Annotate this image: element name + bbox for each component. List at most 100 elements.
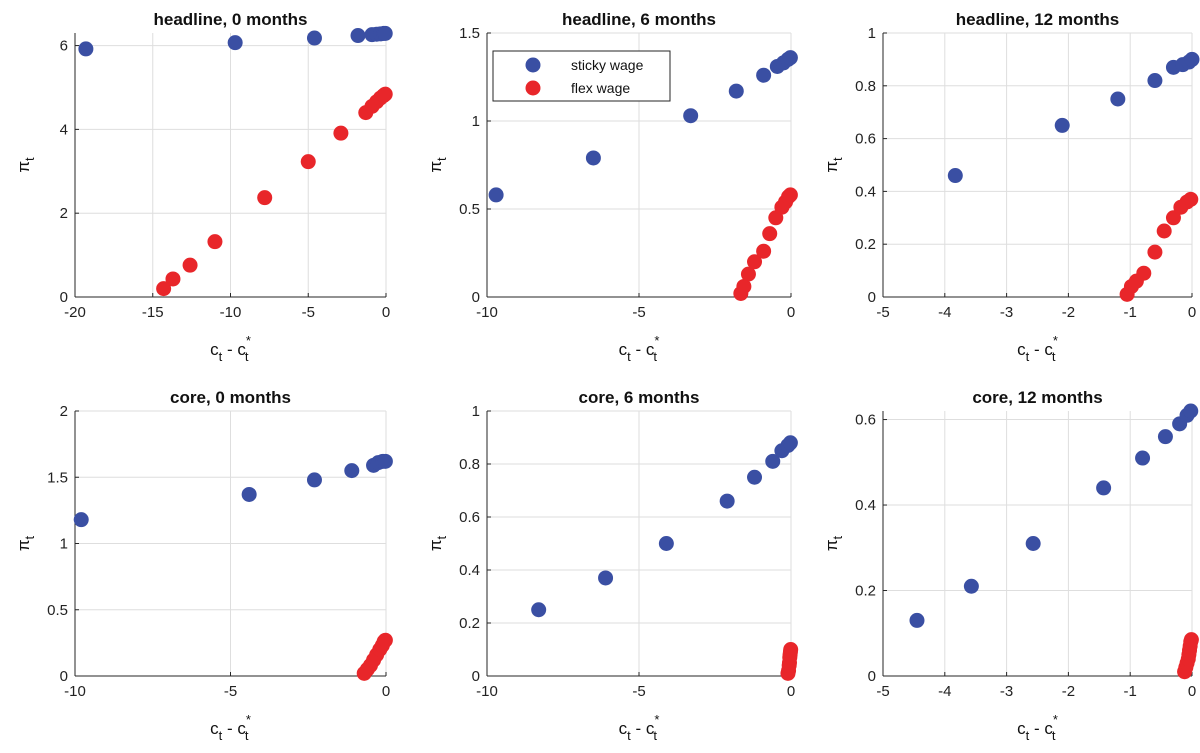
x-tick-label: 0 (1188, 683, 1196, 700)
data-point (73, 512, 89, 528)
y-tick-label: 1 (472, 403, 480, 420)
x-tick-label: 0 (382, 683, 390, 700)
series-sticky-wage (73, 453, 393, 528)
y-tick-label: 0.8 (459, 456, 480, 473)
series-sticky-wage (78, 25, 393, 57)
y-tick-label: 0 (472, 668, 480, 685)
data-point (782, 187, 798, 203)
data-point (377, 453, 393, 469)
data-point (1183, 632, 1199, 648)
legend-label: sticky wage (571, 57, 644, 73)
x-tick-label: -5 (224, 683, 237, 700)
data-point (531, 602, 547, 618)
series-sticky-wage (531, 435, 798, 618)
chart-panel-4: -10 -5 0 0 0.5 1 1.5 2 core, 0 months ct - c* t πt (14, 388, 393, 743)
x-tick-label: -10 (220, 304, 242, 321)
x-tick-label: -2 (1062, 683, 1075, 700)
x-tick-label: -5 (632, 683, 645, 700)
data-point (1096, 480, 1112, 496)
y-tick-label: 0.2 (459, 615, 480, 632)
y-tick-label: 1.5 (459, 25, 480, 42)
x-tick-label: -2 (1062, 304, 1075, 321)
series-flex-wage (733, 187, 798, 301)
data-point (300, 154, 316, 170)
y-tick-label: 0.4 (855, 183, 876, 200)
data-point (1135, 450, 1151, 466)
y-axis-label: πt (426, 157, 449, 173)
x-tick-label: -3 (1000, 304, 1013, 321)
plot-area (883, 33, 1192, 297)
y-tick-label: 0.5 (47, 602, 68, 619)
y-tick-label: 0 (868, 289, 876, 306)
data-point (747, 254, 763, 270)
y-tick-label: 6 (60, 38, 68, 55)
data-point (947, 168, 963, 184)
data-point (306, 30, 322, 46)
legend-label: flex wage (571, 80, 630, 96)
x-tick-label: -1 (1124, 683, 1137, 700)
panel-title: core, 0 months (170, 388, 291, 407)
data-point (488, 187, 504, 203)
data-point (909, 612, 925, 628)
data-point (1025, 536, 1041, 551)
y-tick-label: 0.4 (459, 562, 480, 579)
data-point (1110, 91, 1126, 107)
y-axis-label: πt (426, 535, 449, 551)
data-point (783, 642, 799, 657)
x-tick-label: -10 (476, 304, 498, 321)
y-tick-label: 0 (60, 668, 68, 685)
x-axis-label: ct - c* t (619, 333, 660, 364)
series-flex-wage (1177, 632, 1199, 680)
data-point (1157, 429, 1173, 445)
data-point (182, 257, 198, 273)
data-point (782, 50, 798, 66)
data-point (165, 271, 181, 287)
series-flex-wage (356, 632, 393, 681)
x-tick-label: -10 (476, 683, 498, 700)
data-point (585, 150, 601, 166)
x-tick-label: -1 (1124, 304, 1137, 321)
x-axis-label: ct - c* t (1017, 712, 1058, 743)
chart-panel-3: -5 -4 -3 -2 -1 0 0 0.2 0.4 0.6 0.8 1 headline, 12 mo… (822, 10, 1200, 364)
series-sticky-wage (947, 51, 1200, 184)
y-axis-label: πt (822, 157, 845, 173)
y-tick-label: 0.2 (855, 236, 876, 253)
y-tick-label: 0 (472, 289, 480, 306)
y-tick-label: 0.6 (855, 412, 876, 429)
x-tick-label: 0 (1188, 304, 1196, 321)
x-tick-label: -4 (938, 304, 951, 321)
x-tick-label: 0 (787, 683, 795, 700)
data-point (333, 125, 349, 141)
data-point (683, 108, 699, 124)
data-point (1183, 403, 1199, 419)
panel-title: headline, 0 months (154, 10, 308, 29)
x-axis-label: ct - c* t (210, 712, 251, 743)
data-point (350, 28, 366, 44)
series-flex-wage (156, 86, 393, 297)
data-point (765, 453, 781, 469)
x-tick-label: -10 (64, 683, 86, 700)
data-point (736, 278, 752, 294)
x-tick-label: -3 (1000, 683, 1013, 700)
y-axis-label: πt (14, 535, 37, 551)
y-tick-label: 0 (868, 668, 876, 685)
data-point (78, 41, 94, 57)
data-point (762, 226, 778, 242)
data-point (756, 243, 772, 259)
x-tick-label: -5 (302, 304, 315, 321)
data-point (377, 86, 393, 102)
series-sticky-wage (488, 50, 798, 203)
data-point (598, 570, 614, 586)
data-point (756, 67, 772, 83)
x-axis-label: ct - c* t (619, 712, 660, 743)
panel-title: headline, 6 months (562, 10, 716, 29)
series-flex-wage (1119, 191, 1199, 302)
series-flex-wage (780, 642, 799, 681)
data-point (740, 266, 756, 282)
data-point (1183, 191, 1199, 207)
chart-panel-6: -5 -4 -3 -2 -1 0 0 0.2 0.4 0.6 core, 12 months ct -… (822, 388, 1199, 743)
y-tick-label: 0.2 (855, 583, 876, 600)
y-tick-label: 0.5 (459, 201, 480, 218)
x-tick-label: 0 (382, 304, 390, 321)
